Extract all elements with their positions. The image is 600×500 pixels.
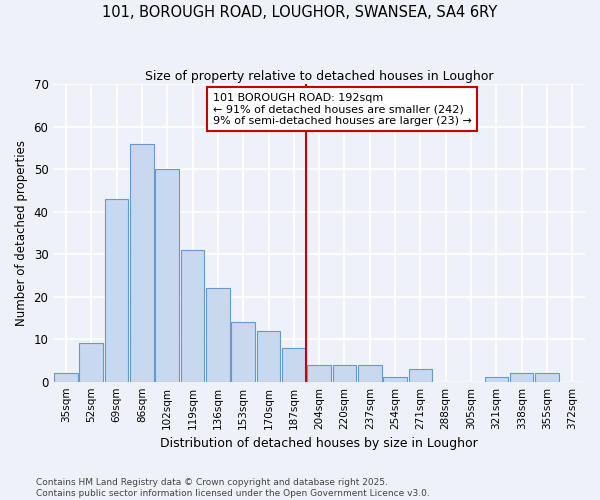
Bar [282,348,305,382]
Bar [181,250,205,382]
Bar [535,373,559,382]
Bar [332,364,356,382]
Text: 101, BOROUGH ROAD, LOUGHOR, SWANSEA, SA4 6RY: 101, BOROUGH ROAD, LOUGHOR, SWANSEA, SA4… [103,5,497,20]
Bar [383,378,407,382]
Bar [257,330,280,382]
Bar [54,373,78,382]
Bar [307,364,331,382]
Bar [79,344,103,382]
Bar [409,369,432,382]
Title: Size of property relative to detached houses in Loughor: Size of property relative to detached ho… [145,70,493,83]
Bar [206,288,230,382]
Bar [130,144,154,382]
Bar [485,378,508,382]
Text: Contains HM Land Registry data © Crown copyright and database right 2025.
Contai: Contains HM Land Registry data © Crown c… [36,478,430,498]
Y-axis label: Number of detached properties: Number of detached properties [15,140,28,326]
Text: 101 BOROUGH ROAD: 192sqm
← 91% of detached houses are smaller (242)
9% of semi-d: 101 BOROUGH ROAD: 192sqm ← 91% of detach… [213,92,472,126]
Bar [105,199,128,382]
Bar [232,322,255,382]
Bar [155,169,179,382]
X-axis label: Distribution of detached houses by size in Loughor: Distribution of detached houses by size … [160,437,478,450]
Bar [510,373,533,382]
Bar [358,364,382,382]
